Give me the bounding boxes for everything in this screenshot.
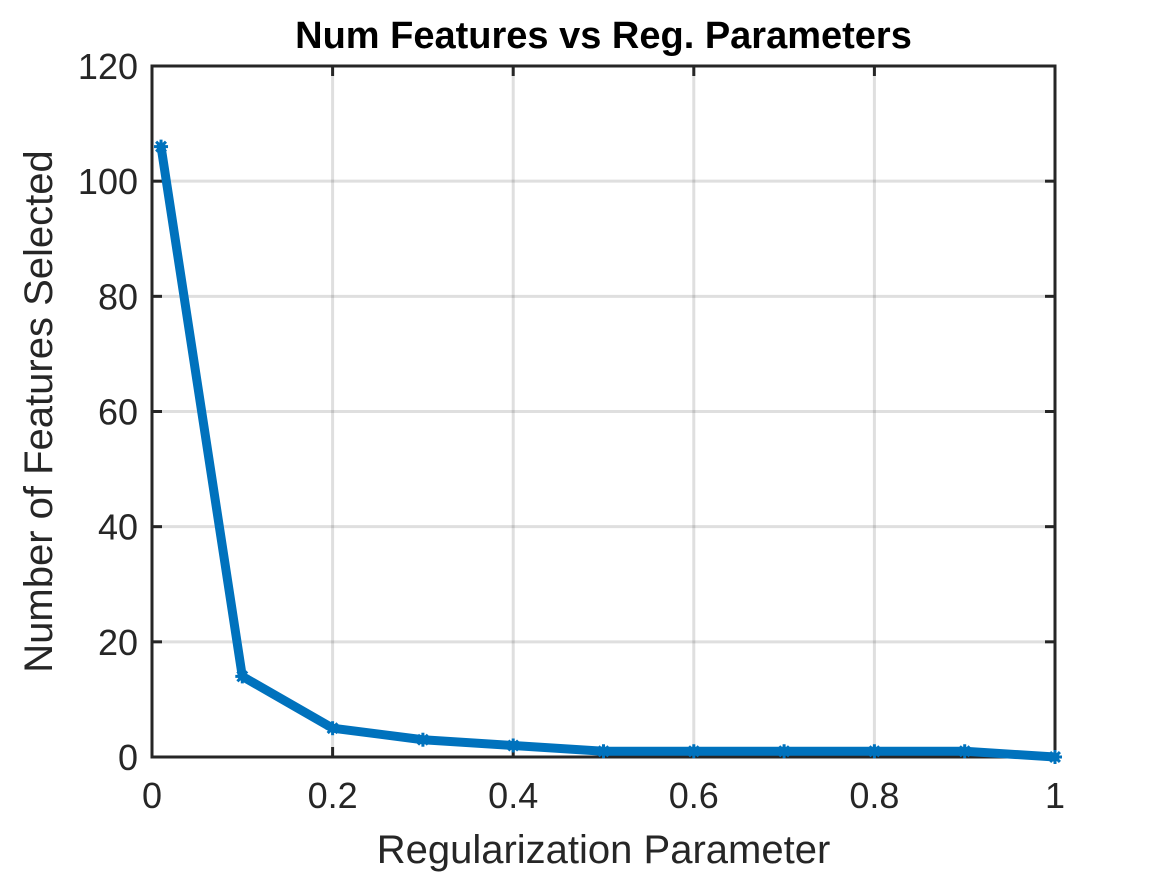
ticks-layer: 0 0.2 0.4 0.6 0.8 1 0 20 40 60 80 100 120: [78, 46, 1065, 816]
data-point-marker: [235, 669, 250, 684]
data-point-marker: [777, 744, 792, 759]
x-tick-label: 0: [142, 775, 162, 816]
data-point-marker: [686, 744, 701, 759]
x-tick-label: 0.6: [669, 775, 719, 816]
data-point-marker: [415, 732, 430, 747]
y-tick-label: 80: [98, 276, 138, 317]
chart-title: Num Features vs Reg. Parameters: [295, 15, 912, 57]
data-point-marker: [325, 721, 340, 736]
y-tick-label: 40: [98, 507, 138, 548]
y-tick-label: 120: [78, 46, 138, 87]
x-axis-label: Regularization Parameter: [377, 828, 831, 872]
data-point-marker: [1048, 750, 1062, 764]
series-line: [156, 142, 1060, 762]
x-tick-label: 0.4: [488, 775, 538, 816]
grid-layer: [152, 66, 1055, 757]
data-point-marker: [596, 744, 611, 759]
data-point-marker: [867, 744, 882, 759]
y-tick-label: 0: [118, 737, 138, 778]
y-tick-label: 20: [98, 622, 138, 663]
x-tick-label: 0.8: [849, 775, 899, 816]
data-point-marker: [154, 139, 169, 154]
y-tick-label: 60: [98, 392, 138, 433]
x-tick-label: 1: [1045, 775, 1065, 816]
y-axis-label: Number of Features Selected: [17, 150, 61, 672]
x-tick-label: 0.2: [308, 775, 358, 816]
data-point-marker: [506, 738, 521, 753]
data-point-marker: [957, 744, 972, 759]
series-layer: [154, 139, 1062, 764]
y-tick-label: 100: [78, 161, 138, 202]
